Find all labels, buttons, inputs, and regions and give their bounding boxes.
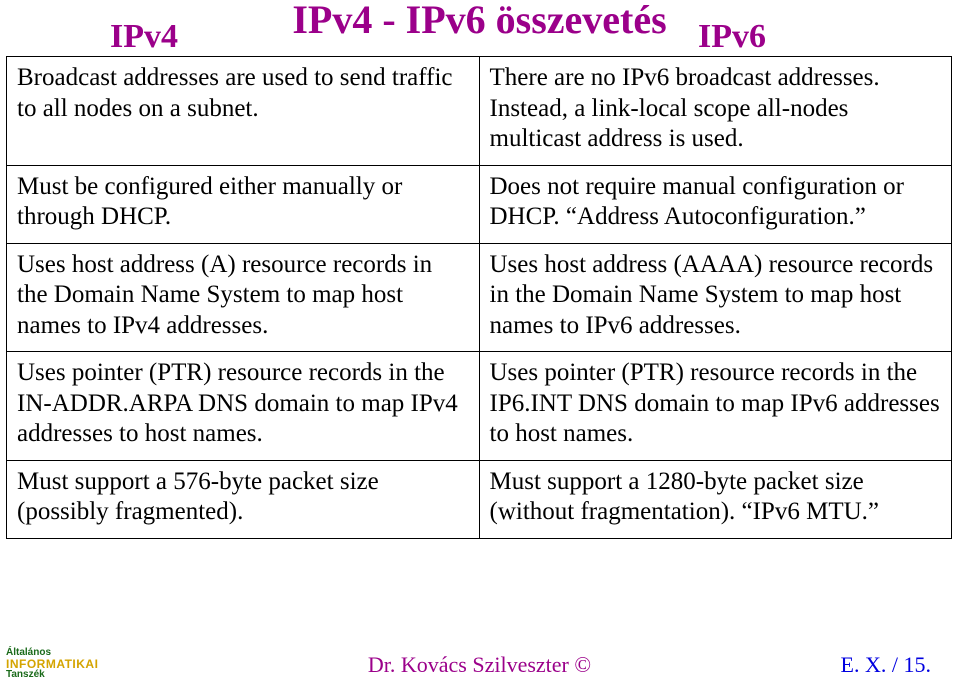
footer: Általános INFORMATIKAI Tanszék Dr. Kovác… <box>0 644 959 684</box>
cell-ipv4: Uses pointer (PTR) resource records in t… <box>7 352 480 461</box>
footer-logo-line3: Tanszék <box>6 670 98 680</box>
comparison-table: Broadcast addresses are used to send tra… <box>6 56 952 539</box>
footer-logo: Általános INFORMATIKAI Tanszék <box>6 648 98 680</box>
column-header-ipv4: IPv4 <box>110 18 178 56</box>
title-row: IPv4 IPv4 - IPv6 összevetés IPv6 <box>0 0 959 56</box>
column-header-ipv6: IPv6 <box>698 18 766 56</box>
table-row: Must be configured either manually or th… <box>7 165 952 243</box>
cell-ipv4: Uses host address (A) resource records i… <box>7 243 480 352</box>
cell-ipv6: Must support a 1280-byte packet size (wi… <box>479 460 952 538</box>
cell-ipv4: Broadcast addresses are used to send tra… <box>7 57 480 166</box>
cell-ipv6: There are no IPv6 broadcast addresses. I… <box>479 57 952 166</box>
cell-ipv6: Uses pointer (PTR) resource records in t… <box>479 352 952 461</box>
table-row: Uses host address (A) resource records i… <box>7 243 952 352</box>
table-row: Must support a 576-byte packet size (pos… <box>7 460 952 538</box>
cell-ipv6: Uses host address (AAAA) resource record… <box>479 243 952 352</box>
footer-author: Dr. Kovács Szilveszter © <box>368 652 591 678</box>
footer-page-number: E. X. / 15. <box>841 652 931 678</box>
slide-title: IPv4 - IPv6 összevetés <box>292 0 666 43</box>
cell-ipv6: Does not require manual configuration or… <box>479 165 952 243</box>
table-row: Broadcast addresses are used to send tra… <box>7 57 952 166</box>
table-row: Uses pointer (PTR) resource records in t… <box>7 352 952 461</box>
cell-ipv4: Must support a 576-byte packet size (pos… <box>7 460 480 538</box>
cell-ipv4: Must be configured either manually or th… <box>7 165 480 243</box>
